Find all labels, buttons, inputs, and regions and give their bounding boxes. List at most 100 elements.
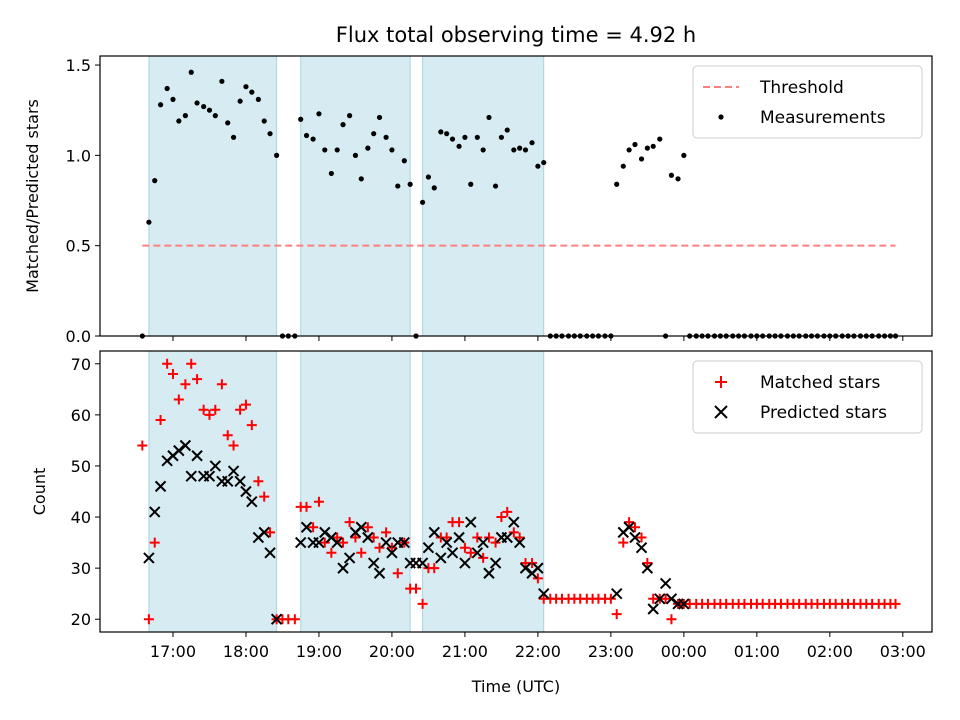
- data-point: [204, 409, 215, 420]
- y-axis-label: Matched/Predicted stars: [23, 99, 42, 293]
- x-tick-label: 20:00: [369, 642, 415, 661]
- data-point: [483, 532, 494, 543]
- data-point: [496, 512, 507, 523]
- data-point: [146, 219, 152, 225]
- data-point: [389, 147, 395, 153]
- data-point: [219, 78, 225, 84]
- data-point: [206, 107, 213, 113]
- shaded-interval: [300, 55, 411, 337]
- data-point: [541, 159, 547, 166]
- data-point: [611, 609, 622, 620]
- data-point: [332, 532, 343, 543]
- data-point: [201, 103, 207, 110]
- data-point: [642, 558, 653, 569]
- data-point: [216, 379, 227, 390]
- data-point: [620, 163, 626, 169]
- data-point: [194, 100, 200, 106]
- shaded-interval: [422, 350, 545, 633]
- data-point: [465, 547, 476, 558]
- data-point: [416, 557, 429, 569]
- data-point: [538, 587, 550, 600]
- data-point: [660, 593, 671, 604]
- data-point: [411, 583, 422, 594]
- data-point: [222, 475, 234, 487]
- data-point: [340, 122, 346, 128]
- data-point: [665, 593, 678, 605]
- data-point: [210, 404, 221, 415]
- y-tick-label: 0.0: [66, 327, 91, 346]
- data-point: [246, 420, 257, 431]
- data-point: [459, 557, 471, 569]
- data-point: [234, 475, 246, 487]
- plot-frame: [99, 350, 933, 633]
- data-point: [350, 532, 361, 543]
- data-point: [308, 522, 319, 533]
- data-point: [386, 542, 397, 553]
- data-point: [185, 470, 197, 482]
- data-point: [398, 536, 411, 549]
- data-point: [338, 537, 349, 548]
- data-point: [191, 450, 203, 462]
- data-point: [368, 532, 379, 543]
- data-point: [328, 170, 334, 177]
- data-point: [456, 143, 462, 149]
- data-point: [162, 358, 173, 369]
- legend-marker: [715, 376, 727, 388]
- data-point: [431, 185, 437, 191]
- panel-2: 20 30 40 50 60 70 17:00 18:00 19:00 20:00 21:00 22:…: [30, 350, 933, 661]
- data-point: [502, 506, 513, 517]
- shaded-interval: [148, 55, 278, 337]
- data-point: [890, 598, 901, 609]
- data-point: [440, 536, 453, 549]
- data-point: [635, 541, 648, 554]
- legend-label: Threshold: [759, 78, 844, 98]
- data-point: [490, 537, 501, 548]
- data-point: [237, 98, 243, 104]
- shaded-interval: [422, 55, 545, 337]
- data-point: [259, 491, 270, 502]
- data-point: [386, 547, 398, 559]
- data-point: [532, 573, 543, 584]
- y-tick-label: 1.5: [66, 56, 91, 75]
- data-point: [444, 131, 450, 137]
- data-point: [614, 181, 620, 187]
- data-point: [289, 614, 300, 625]
- data-point: [337, 562, 349, 574]
- data-point: [407, 181, 413, 187]
- data-point: [374, 542, 385, 553]
- data-point: [395, 183, 401, 189]
- data-point: [179, 439, 192, 452]
- data-point: [334, 147, 340, 153]
- data-point: [192, 374, 203, 385]
- data-point: [344, 517, 355, 528]
- data-point: [274, 152, 280, 158]
- data-point: [454, 517, 465, 528]
- data-point: [358, 176, 364, 182]
- data-point: [629, 522, 640, 533]
- data-point: [212, 113, 218, 119]
- data-point: [529, 140, 535, 146]
- data-point: [326, 547, 337, 558]
- y-tick-label: 60: [71, 406, 91, 425]
- y-tick-label: 20: [71, 610, 91, 629]
- data-point: [425, 174, 432, 180]
- y-tick-label: 70: [71, 355, 91, 374]
- data-point: [322, 147, 328, 153]
- data-point: [624, 517, 635, 528]
- data-point: [182, 113, 188, 119]
- data-point: [149, 506, 161, 518]
- data-point: [449, 136, 456, 142]
- data-point: [623, 521, 635, 533]
- data-point: [380, 536, 392, 549]
- data-point: [230, 134, 237, 140]
- data-point: [167, 368, 178, 379]
- data-point: [474, 134, 480, 140]
- y-tick-label: 50: [71, 457, 91, 476]
- data-point: [638, 156, 645, 162]
- data-point: [343, 552, 356, 564]
- data-point: [303, 132, 310, 139]
- data-point: [681, 152, 687, 158]
- data-point: [209, 460, 222, 472]
- data-point: [618, 537, 629, 548]
